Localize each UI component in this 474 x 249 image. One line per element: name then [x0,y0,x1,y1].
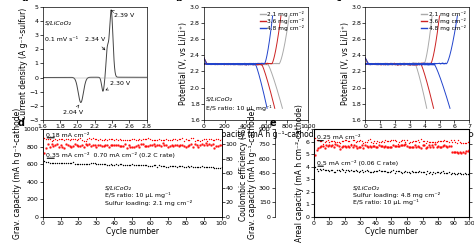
Text: 2.30 V: 2.30 V [106,80,130,90]
X-axis label: Grav. capacity (mA h g⁻¹-cathode): Grav. capacity (mA h g⁻¹-cathode) [191,130,321,139]
Y-axis label: Areal capacity (mA h cm⁻²-cathode): Areal capacity (mA h cm⁻²-cathode) [295,104,304,242]
Text: 0.25 mA cm⁻²: 0.25 mA cm⁻² [317,135,360,140]
X-axis label: Areal capacity (mA h cm⁻²-cathode): Areal capacity (mA h cm⁻²-cathode) [348,130,474,139]
Text: a: a [22,0,28,3]
Y-axis label: Potential (V, vs Li/Li⁺): Potential (V, vs Li/Li⁺) [341,22,350,105]
Legend: 2.1 mg cm⁻², 3.6 mg cm⁻², 4.8 mg cm⁻²: 2.1 mg cm⁻², 3.6 mg cm⁻², 4.8 mg cm⁻² [259,10,305,31]
Text: S/LiCoO₂: S/LiCoO₂ [105,186,132,191]
X-axis label: Cycle number: Cycle number [365,227,418,236]
Text: E/S ratio: 10 μL mg⁻¹: E/S ratio: 10 μL mg⁻¹ [105,192,171,198]
Y-axis label: Coulombic efficiency (%): Coulombic efficiency (%) [239,125,248,221]
Text: S/LiCoO₂: S/LiCoO₂ [45,20,72,25]
Text: E/S ratio: 10 μL mg⁻¹: E/S ratio: 10 μL mg⁻¹ [206,105,272,111]
Text: S/LiCoO₂: S/LiCoO₂ [353,185,380,190]
Text: e: e [270,118,277,128]
Text: Sulfur loading: 2.1 mg cm⁻²: Sulfur loading: 2.1 mg cm⁻² [105,200,192,206]
Text: 2.34 V: 2.34 V [84,37,105,50]
Y-axis label: Current density (A g⁻¹-sulfur): Current density (A g⁻¹-sulfur) [19,7,28,120]
Text: E/S ratio: 10 μL mg⁻¹: E/S ratio: 10 μL mg⁻¹ [353,199,418,205]
Y-axis label: Grav. capacity (mA h g⁻¹-cathode): Grav. capacity (mA h g⁻¹-cathode) [13,107,22,239]
Text: Sulfur loading: 4.8 mg cm⁻²: Sulfur loading: 4.8 mg cm⁻² [353,192,440,198]
X-axis label: Potential (V, vs Li/Li⁺): Potential (V, vs Li/Li⁺) [53,130,136,139]
Text: d: d [18,118,25,128]
Text: 0.18 mA cm⁻²: 0.18 mA cm⁻² [46,133,90,138]
Text: S/LiCoO₂: S/LiCoO₂ [206,96,233,101]
Text: 0.35 mA cm⁻²  0.70 mA cm⁻² (0.2 C rate): 0.35 mA cm⁻² 0.70 mA cm⁻² (0.2 C rate) [46,152,175,158]
Text: 0.5 mA cm⁻² (0.06 C rate): 0.5 mA cm⁻² (0.06 C rate) [317,160,398,166]
Legend: 2.1 mg cm⁻², 3.6 mg cm⁻², 4.8 mg cm⁻²: 2.1 mg cm⁻², 3.6 mg cm⁻², 4.8 mg cm⁻² [420,10,466,31]
Y-axis label: Grav. capacity (mA h g⁻¹-cathode): Grav. capacity (mA h g⁻¹-cathode) [248,107,257,239]
Text: c: c [336,0,342,3]
X-axis label: Cycle number: Cycle number [106,227,159,236]
Text: 2.39 V: 2.39 V [111,10,134,18]
Y-axis label: Potential (V, vs Li/Li⁺): Potential (V, vs Li/Li⁺) [179,22,188,105]
Text: 0.1 mV s⁻¹: 0.1 mV s⁻¹ [45,37,78,42]
Text: b: b [175,0,182,3]
Text: 2.04 V: 2.04 V [63,105,83,115]
